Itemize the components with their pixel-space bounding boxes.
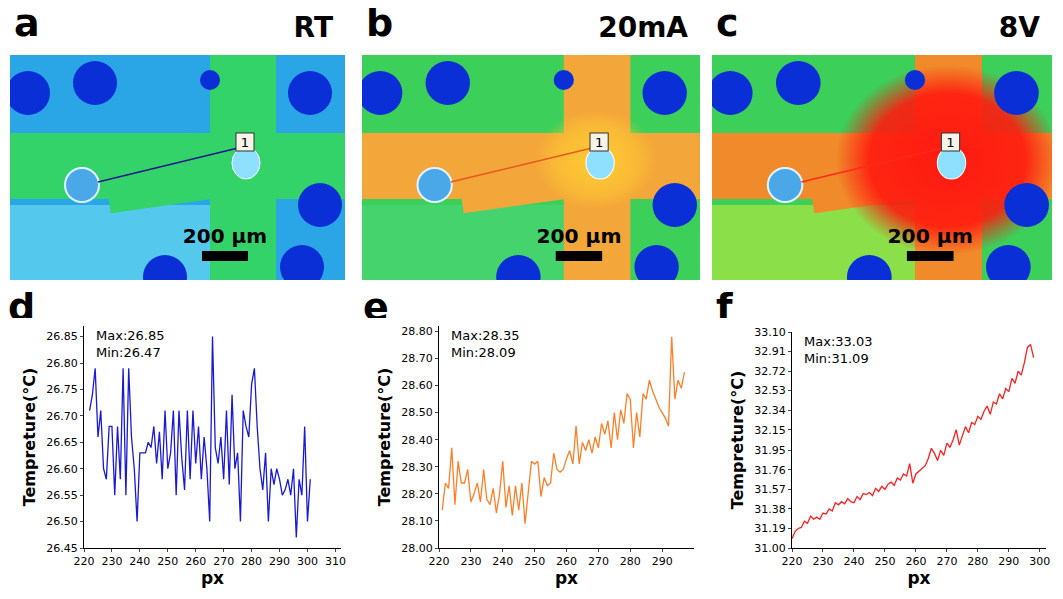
svg-text:28.50: 28.50 [401,406,433,419]
svg-text:250: 250 [157,555,178,568]
svg-text:220: 220 [782,555,803,568]
svg-text:220: 220 [429,555,450,568]
html-text:f: f [716,285,733,329]
svg-text:31.00: 31.00 [754,542,786,555]
svg-text:240: 240 [129,555,150,568]
svg-text:280: 280 [967,555,988,568]
svg-text:32.34: 32.34 [754,404,786,417]
svg-text:28.60: 28.60 [401,379,433,392]
svg-text:280: 280 [241,555,262,568]
svg-text:290: 290 [269,555,290,568]
svg-text:33.10: 33.10 [754,326,786,339]
svg-text:28.20: 28.20 [401,488,433,501]
svg-text:1: 1 [946,135,954,150]
svg-text:Max:33.03Min:31.09: Max:33.03Min:31.09 [804,334,872,366]
svg-text:300: 300 [297,555,318,568]
svg-text:270: 270 [936,555,957,568]
svg-text:240: 240 [492,555,513,568]
svg-text:1: 1 [595,135,603,150]
svg-text:240: 240 [843,555,864,568]
svg-text:230: 230 [101,555,122,568]
svg-text:31.19: 31.19 [754,522,786,535]
svg-text:260: 260 [185,555,206,568]
html-text:c: c [716,1,739,45]
svg-text:310: 310 [325,555,346,568]
svg-text:230: 230 [812,555,833,568]
svg-text:250: 250 [524,555,545,568]
svg-text:Max:28.35Min:28.09: Max:28.35Min:28.09 [451,328,519,360]
svg-text:1: 1 [241,135,249,150]
svg-text:Tempreture(°C): Tempreture(°C) [375,368,394,507]
svg-text:32.53: 32.53 [754,384,786,397]
svg-text:26.65: 26.65 [46,436,78,449]
svg-text:26.60: 26.60 [46,463,78,476]
svg-text:28.00: 28.00 [401,542,433,555]
svg-text:200 µm: 200 µm [887,224,972,248]
svg-text:31.76: 31.76 [754,464,786,477]
svg-text:Tempreture(°C): Tempreture(°C) [20,368,39,507]
svg-text:32.91: 32.91 [754,345,786,358]
svg-text:28.40: 28.40 [401,434,433,447]
svg-text:220: 220 [74,555,95,568]
svg-text:28.70: 28.70 [401,352,433,365]
svg-text:26.80: 26.80 [46,357,78,370]
svg-text:Tempreture(°C): Tempreture(°C) [728,371,747,510]
html-text:20mA: 20mA [598,11,688,44]
html-text:e: e [363,285,389,329]
svg-text:28.30: 28.30 [401,461,433,474]
html-text:b: b [366,1,394,45]
svg-text:280: 280 [620,555,641,568]
svg-text:26.50: 26.50 [46,515,78,528]
svg-text:230: 230 [460,555,481,568]
html-text:RT: RT [293,11,333,44]
html-text:8V: 8V [998,11,1040,44]
svg-text:31.95: 31.95 [754,444,786,457]
svg-text:Max:26.85Min:26.47: Max:26.85Min:26.47 [96,328,164,360]
svg-text:260: 260 [556,555,577,568]
svg-text:200 µm: 200 µm [183,224,267,248]
svg-text:26.75: 26.75 [46,383,78,396]
svg-text:28.80: 28.80 [401,325,433,338]
svg-text:270: 270 [588,555,609,568]
svg-text:26.85: 26.85 [46,330,78,343]
svg-text:32.72: 32.72 [754,365,786,378]
svg-text:26.70: 26.70 [46,410,78,423]
svg-text:26.55: 26.55 [46,489,78,502]
svg-text:px: px [907,568,930,588]
html-text:a: a [14,1,40,45]
svg-text:26.45: 26.45 [46,542,78,555]
svg-text:290: 290 [652,555,673,568]
svg-text:250: 250 [874,555,895,568]
svg-text:260: 260 [905,555,926,568]
svg-text:200 µm: 200 µm [536,224,621,248]
svg-text:290: 290 [998,555,1019,568]
svg-text:31.57: 31.57 [754,483,786,496]
svg-text:300: 300 [1029,555,1050,568]
svg-text:270: 270 [213,555,234,568]
svg-text:28.10: 28.10 [401,515,433,528]
svg-text:px: px [555,568,578,588]
svg-text:px: px [201,568,224,588]
svg-text:31.38: 31.38 [754,503,786,516]
svg-text:32.15: 32.15 [754,424,786,437]
html-text:d: d [8,285,36,329]
